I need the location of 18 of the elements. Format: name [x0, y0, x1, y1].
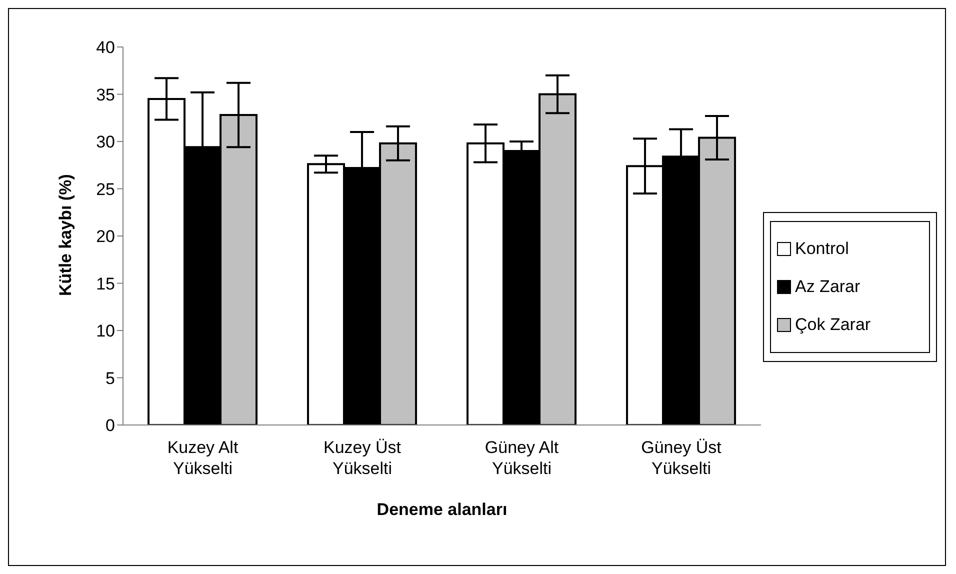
- y-tick-label: 40: [96, 38, 115, 58]
- y-tick-label: 35: [96, 85, 115, 104]
- legend-label: Kontrol: [794, 238, 850, 260]
- y-tick-label: 10: [96, 322, 115, 341]
- x-tick-label: Kuzey Alt Yükselti: [167, 438, 238, 478]
- x-tick-label: Güney Alt Yükselti: [484, 438, 559, 478]
- y-tick-label: 25: [96, 180, 115, 199]
- y-tick-label: 5: [106, 368, 115, 388]
- legend-label: Çok Zarar: [794, 314, 872, 336]
- legend-label: Az Zarar: [794, 276, 862, 298]
- y-axis-title: Kütle kaybı (%): [56, 174, 76, 296]
- x-axis-title: Deneme alanları: [376, 500, 508, 519]
- y-tick-label: 15: [96, 274, 115, 294]
- x-tick-label: Kuzey Üst Yükselti: [324, 438, 402, 478]
- y-tick-label: 0: [106, 416, 115, 436]
- x-tick-label: Güney Üst Yükselti: [641, 438, 722, 478]
- y-tick-label: 30: [96, 132, 115, 152]
- y-tick-label: 20: [96, 227, 115, 246]
